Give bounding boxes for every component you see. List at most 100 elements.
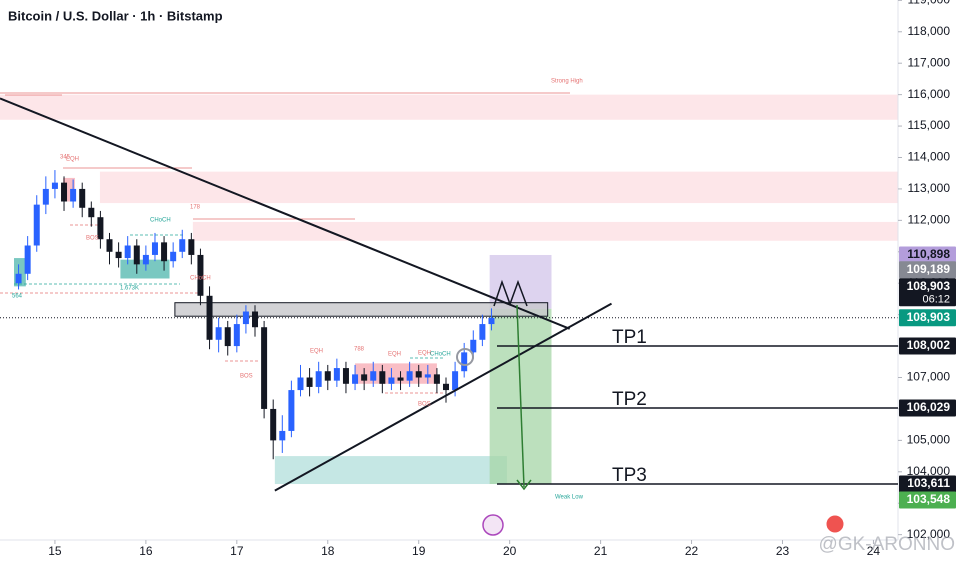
x-tick-label: 15 [48,544,62,558]
annotation: BOS [240,374,253,380]
y-tick-label: 115,000 [908,118,951,132]
price-label: 106,029 [907,400,951,414]
target-label: TP1 [612,327,647,348]
candle-body [370,371,377,381]
candle-body [361,374,368,381]
annotation: CHoCH [190,276,211,282]
candle-body [79,188,86,208]
x-tick-label: 17 [230,544,244,558]
price-label: 103,548 [907,492,951,506]
y-tick-label: 112,000 [908,213,951,227]
annotation: EQH [418,351,431,357]
candle-body [415,371,422,378]
candle-body [133,245,140,265]
annotation: 788 [354,347,365,353]
annotation: EQH [388,352,401,358]
annotation: Weak Low [555,495,584,501]
candle-body [252,311,259,328]
y-tick-label: 117,000 [908,55,951,69]
y-tick-label: 105,000 [907,433,951,447]
x-tick-label: 18 [321,544,335,558]
price-label-box [899,278,956,307]
annotation: BOS [418,402,431,408]
annotation: 564 [12,294,23,300]
candle-body [261,327,268,409]
y-tick-label: 114,000 [908,150,951,164]
annotation: EQH [66,157,79,163]
zone [120,259,170,279]
candle-body [106,239,113,252]
candle-body [242,311,249,325]
candle-body [33,204,40,246]
price-label-box [899,475,956,493]
annotation: 1.673K [120,286,139,292]
candle-body [324,371,331,381]
candle-body [352,374,359,384]
x-tick-label: 24 [867,544,881,558]
price-label-box [899,261,956,279]
y-tick-label: 119,000 [908,0,951,7]
target-label: TP2 [612,389,647,410]
candle-body [433,374,440,384]
price-label: 108,903 [907,279,951,293]
y-tick-label: 118,000 [908,24,951,38]
zone [174,302,549,317]
price-label: 108,002 [907,338,951,352]
x-tick-label: 21 [594,544,608,558]
x-tick-label: 19 [412,544,426,558]
annotation: 178 [190,205,201,211]
candle-body [179,239,186,252]
y-tick-label: 116,000 [908,87,951,101]
candle-body [279,430,286,441]
y-tick-label: 113,000 [908,181,951,195]
candle-body [233,324,240,347]
price-label-box [899,399,956,417]
candle-body [42,188,49,205]
candle-body [297,377,304,391]
annotation: Strong High [551,79,583,85]
zone [274,456,507,485]
candle-body [70,188,77,202]
watermark: @GK-ARONNO [819,534,955,555]
candle-body [142,254,149,265]
candle-body [170,251,177,262]
price-label-box [899,309,956,327]
event-icon[interactable] [482,514,504,536]
candle-body [379,371,386,384]
candle-body [88,207,95,218]
price-label-box [899,337,956,355]
candle-body [124,245,131,259]
flag-icon[interactable] [825,514,845,534]
zone [192,221,898,241]
y-tick-label: 104,000 [907,464,951,478]
trendline [0,97,571,330]
candle-body [151,242,158,255]
annotation: CHoCH [150,218,171,224]
candle-body [115,251,122,259]
candle-body [24,245,31,274]
candle-body [61,182,68,202]
zone [99,171,898,204]
trendline [274,302,613,492]
candle-body [15,273,22,284]
candle-body [397,377,404,381]
zigzag-projection [493,279,528,307]
candle-body [470,339,477,353]
candle-body [288,390,295,431]
candle-body [461,352,468,372]
candle-body [315,371,322,387]
annotation: EQH [310,349,323,355]
x-tick-label: 22 [685,544,699,558]
zone [63,177,75,202]
price-label: 103,611 [907,476,950,490]
candle-body [188,239,195,255]
zone [14,258,26,287]
projection-arrow [516,304,525,488]
x-tick-label: 23 [776,544,790,558]
candle-body [197,254,204,296]
price-label-box [899,246,956,264]
candle-body [270,408,277,441]
price-label: 108,903 [907,310,951,324]
